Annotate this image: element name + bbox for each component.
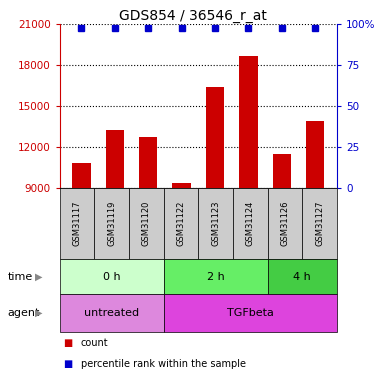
Text: agent: agent xyxy=(8,308,40,318)
Text: percentile rank within the sample: percentile rank within the sample xyxy=(81,359,246,369)
Text: GSM31127: GSM31127 xyxy=(315,200,324,246)
Bar xyxy=(105,130,124,188)
Text: count: count xyxy=(81,338,109,348)
Bar xyxy=(206,87,224,188)
Text: untreated: untreated xyxy=(84,308,139,318)
Bar xyxy=(172,183,191,188)
Text: 2 h: 2 h xyxy=(207,272,224,282)
Text: GSM31120: GSM31120 xyxy=(142,200,151,246)
Text: 0 h: 0 h xyxy=(103,272,121,282)
Text: ▶: ▶ xyxy=(35,272,42,282)
Text: GSM31117: GSM31117 xyxy=(72,200,82,246)
Text: TGFbeta: TGFbeta xyxy=(227,308,274,318)
Text: ▶: ▶ xyxy=(35,308,42,318)
Bar xyxy=(72,163,90,188)
Text: GSM31124: GSM31124 xyxy=(246,200,255,246)
Text: 4 h: 4 h xyxy=(293,272,311,282)
Bar xyxy=(306,121,324,188)
Text: GSM31123: GSM31123 xyxy=(211,200,220,246)
Text: ■: ■ xyxy=(64,359,73,369)
Text: ■: ■ xyxy=(64,338,73,348)
Bar xyxy=(273,153,291,188)
Text: GDS854 / 36546_r_at: GDS854 / 36546_r_at xyxy=(119,9,266,23)
Text: GSM31122: GSM31122 xyxy=(176,200,186,246)
Bar xyxy=(239,56,258,188)
Text: GSM31126: GSM31126 xyxy=(280,200,290,246)
Text: time: time xyxy=(8,272,33,282)
Text: GSM31119: GSM31119 xyxy=(107,200,116,246)
Bar xyxy=(139,137,157,188)
